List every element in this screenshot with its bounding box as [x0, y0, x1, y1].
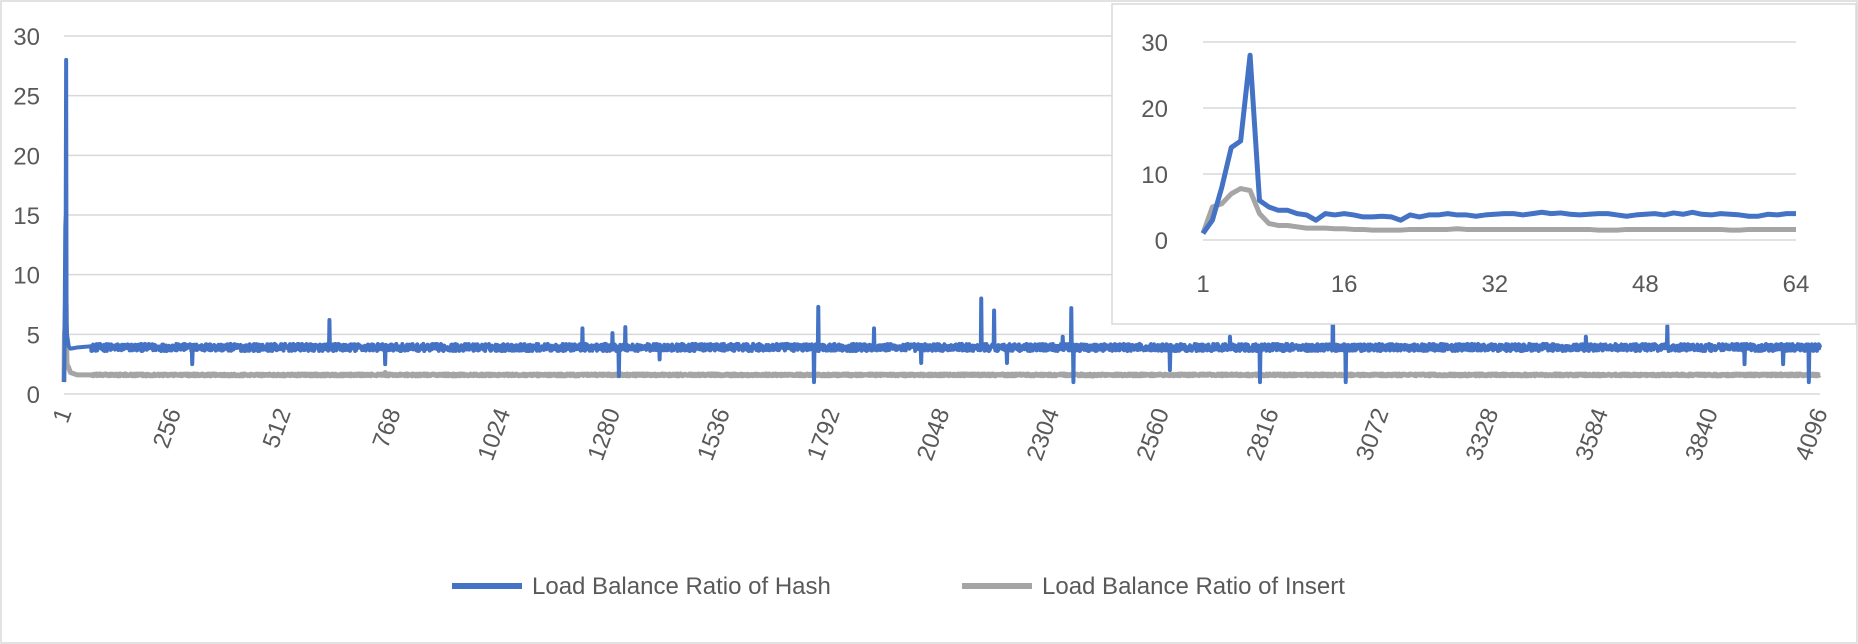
legend: Load Balance Ratio of Hash Load Balance …	[452, 573, 1345, 600]
main-y-tick-label: 15	[13, 203, 40, 230]
inset-x-tick-label: 1	[1196, 271, 1209, 298]
main-gridlines	[64, 35, 1820, 395]
inset-y-tick-label: 20	[1141, 96, 1168, 123]
inset-y-tick-label: 30	[1141, 30, 1168, 57]
inset-x-tick-label: 16	[1331, 271, 1358, 298]
main-y-tick-label: 10	[13, 263, 40, 290]
inset-y-tick-label: 10	[1141, 162, 1168, 189]
inset-x-tick-label: 48	[1632, 271, 1659, 298]
main-y-tick-label: 25	[13, 84, 40, 111]
inset-series-line-insert	[1200, 186, 1796, 235]
main-y-tick-label: 0	[27, 382, 40, 409]
inset-x-tick-label: 64	[1783, 271, 1810, 298]
inset-x-tick-label: 32	[1481, 271, 1508, 298]
main-y-tick-label: 20	[13, 143, 40, 170]
main-y-tick-label: 30	[13, 24, 40, 51]
inset-chart: 0 10 20 30 1 16 32 48 64	[1111, 3, 1857, 325]
inset-x-tick-labels: 1 16 32 48 64	[1196, 271, 1809, 298]
inset-background	[1111, 3, 1857, 325]
inset-y-tick-label: 0	[1155, 228, 1168, 255]
legend-label-insert: Load Balance Ratio of Insert	[1042, 573, 1345, 600]
main-y-tick-labels: 0 5 10 15 20 25 30	[13, 24, 40, 409]
main-series-line-insert	[61, 298, 1823, 383]
legend-label-hash: Load Balance Ratio of Hash	[532, 573, 831, 600]
main-series-lines	[61, 57, 1823, 385]
inset-series-line-hash	[1200, 52, 1796, 235]
inset-y-tick-labels: 0 10 20 30	[1141, 30, 1168, 255]
main-y-tick-label: 5	[27, 322, 40, 349]
inset-gridlines	[1203, 41, 1796, 241]
inset-series-lines	[1200, 52, 1796, 235]
main-series-line-hash	[62, 57, 1822, 385]
